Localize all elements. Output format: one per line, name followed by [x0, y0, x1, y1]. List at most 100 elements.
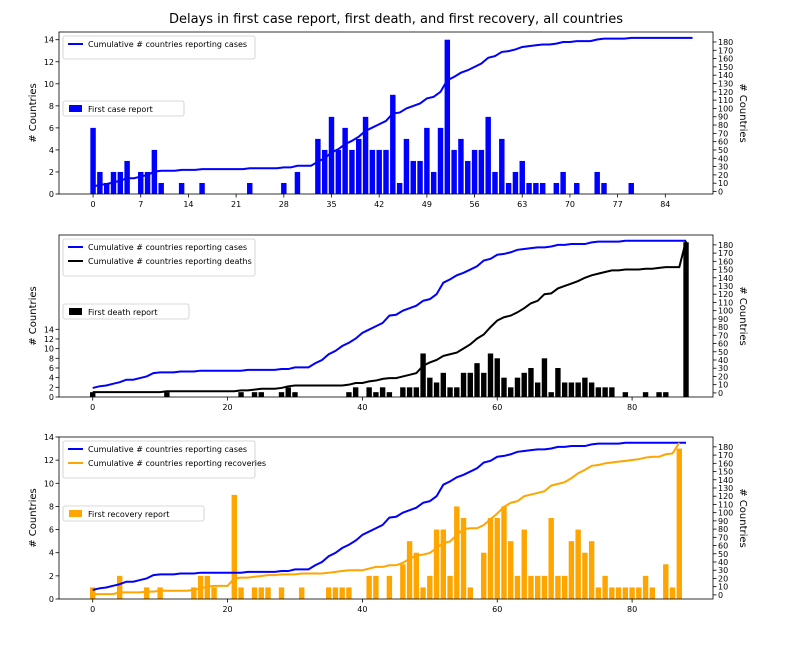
panel-first-death: 0 20 40 60 800246810121401020304050607080901… [28, 234, 748, 412]
bar [548, 392, 554, 397]
y2-tick-label: 20 [718, 171, 728, 180]
y2-tick-label: 20 [718, 372, 728, 381]
x-tick-label: 21 [231, 200, 241, 209]
bar [451, 149, 457, 194]
y-tick-label: 0 [49, 393, 54, 402]
bar [622, 587, 629, 599]
bar [157, 587, 163, 599]
bar [465, 160, 471, 194]
y-tick-label: 8 [49, 502, 54, 511]
bar [521, 372, 527, 397]
plot-frame [58, 31, 714, 195]
y-tick-label: 12 [44, 456, 54, 465]
bar [427, 377, 433, 397]
x-tick-label: 7 [138, 200, 143, 209]
bar [413, 552, 420, 599]
y-axis-label: # Countries [28, 83, 39, 143]
y2-tick-label: 110 [718, 96, 733, 105]
y2-tick-label: 140 [718, 71, 733, 80]
y2-tick-label: 180 [718, 443, 733, 452]
bar [622, 392, 629, 397]
bar [582, 377, 588, 397]
bar [437, 127, 444, 194]
x-tick-label: 77 [613, 200, 623, 209]
bar [474, 363, 480, 397]
y2-tick-label: 80 [718, 525, 728, 534]
bar [447, 387, 453, 397]
bar [420, 587, 426, 599]
bar [601, 182, 607, 194]
y2-tick-label: 100 [718, 104, 733, 113]
bar [460, 518, 467, 599]
x-tick-label: 84 [660, 200, 670, 209]
bar [499, 138, 505, 194]
y-tick-label: 10 [44, 479, 54, 488]
y2-tick-label: 160 [718, 257, 733, 266]
legend-bar-label: First death report [88, 308, 157, 317]
x-tick-label: 49 [422, 200, 432, 209]
bar [555, 367, 561, 397]
y-tick-label: 0 [49, 190, 54, 199]
y2-tick-label: 130 [718, 80, 733, 89]
bar [487, 518, 494, 599]
bar [609, 387, 615, 397]
x-tick-label: 14 [183, 200, 193, 209]
bar [521, 529, 527, 599]
bar [191, 587, 197, 599]
bar [138, 171, 144, 194]
y-axis-label: # Countries [28, 488, 39, 548]
bar [535, 382, 541, 397]
bar [560, 171, 566, 194]
x-tick-label: 20 [222, 403, 232, 412]
bar [561, 575, 568, 599]
bar [683, 242, 689, 397]
y2-tick-label: 170 [718, 46, 733, 55]
y2-tick-label: 160 [718, 55, 733, 64]
bar [352, 387, 359, 397]
bar [454, 387, 460, 397]
series-line [92, 36, 693, 188]
bar [501, 506, 507, 599]
y2-tick-label: 170 [718, 451, 733, 460]
x-tick-label: 40 [357, 605, 367, 614]
bar [519, 160, 525, 194]
y2-tick-label: 120 [718, 492, 733, 501]
bar [568, 382, 575, 397]
bar [369, 149, 376, 194]
y2-tick-label: 30 [718, 364, 728, 373]
y-tick-label: 4 [49, 374, 54, 383]
x-tick-label: 42 [374, 200, 384, 209]
y-tick-label: 2 [49, 168, 54, 177]
y2-tick-label: 60 [718, 542, 728, 551]
y-tick-label: 6 [49, 124, 54, 133]
y2-tick-label: 10 [718, 583, 728, 592]
bar [335, 149, 342, 194]
bar [376, 149, 382, 194]
y2-tick-label: 80 [718, 323, 728, 332]
bar [512, 171, 519, 194]
y-tick-label: 12 [44, 58, 54, 67]
bar [649, 587, 656, 599]
bar [433, 382, 440, 397]
y2-tick-label: 40 [718, 154, 728, 163]
bar [386, 575, 393, 599]
bar [278, 587, 285, 599]
bar [346, 587, 352, 599]
bar [588, 541, 595, 599]
bar [574, 182, 580, 194]
y2-tick-label: 180 [718, 38, 733, 47]
y2-tick-label: 0 [718, 591, 723, 600]
bar [144, 171, 151, 194]
bar [663, 564, 669, 599]
bar [471, 149, 478, 194]
x-tick-label: 28 [279, 200, 289, 209]
y2-tick-label: 70 [718, 129, 728, 138]
bar [467, 372, 473, 397]
x-tick-label: 0 [91, 200, 96, 209]
x-tick-label: 80 [627, 403, 637, 412]
bar [615, 587, 622, 599]
y-tick-label: 4 [49, 549, 54, 558]
bar [594, 171, 600, 194]
y2-tick-label: 80 [718, 121, 728, 130]
